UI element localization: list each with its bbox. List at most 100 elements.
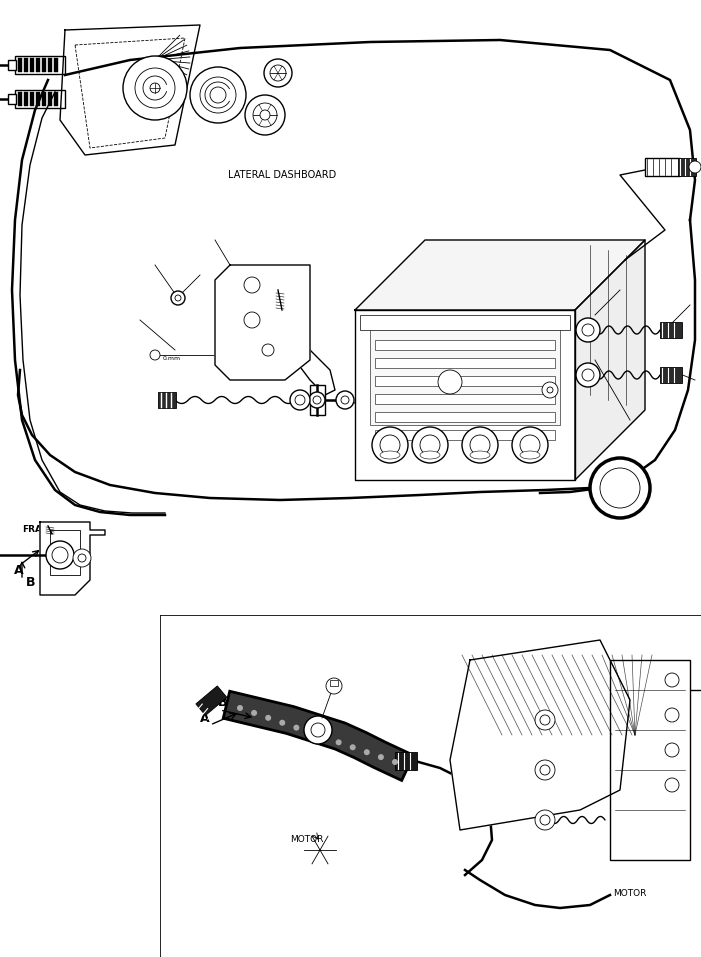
Text: FRAME: FRAME	[22, 525, 57, 535]
Bar	[375, 412, 555, 422]
Bar	[330, 680, 338, 686]
Polygon shape	[355, 310, 575, 480]
Bar	[30, 92, 34, 106]
Circle shape	[78, 554, 86, 562]
Circle shape	[576, 318, 600, 342]
Bar	[15, 56, 65, 74]
Bar	[375, 394, 555, 404]
Circle shape	[470, 435, 490, 455]
Polygon shape	[60, 25, 200, 155]
Circle shape	[251, 710, 257, 716]
Bar	[15, 90, 65, 108]
Circle shape	[264, 59, 292, 87]
Circle shape	[171, 291, 185, 305]
Circle shape	[150, 350, 160, 360]
Circle shape	[309, 392, 325, 408]
Circle shape	[378, 754, 384, 760]
Circle shape	[547, 387, 553, 393]
Circle shape	[295, 395, 305, 405]
Bar	[42, 92, 46, 106]
Polygon shape	[575, 240, 645, 480]
Circle shape	[52, 547, 68, 563]
Circle shape	[665, 743, 679, 757]
Circle shape	[689, 161, 701, 173]
Circle shape	[150, 83, 160, 93]
Circle shape	[420, 435, 440, 455]
Circle shape	[520, 435, 540, 455]
Circle shape	[341, 396, 349, 404]
Bar	[375, 358, 555, 368]
Circle shape	[582, 369, 594, 381]
Bar	[375, 376, 555, 386]
Bar	[360, 315, 570, 330]
Circle shape	[73, 549, 91, 567]
Text: MOTOR: MOTOR	[290, 835, 324, 844]
Bar	[18, 92, 22, 106]
Circle shape	[392, 759, 398, 765]
Text: B: B	[218, 697, 228, 709]
Circle shape	[535, 760, 555, 780]
Bar	[18, 58, 22, 72]
Circle shape	[665, 708, 679, 722]
Ellipse shape	[470, 451, 490, 459]
Circle shape	[364, 749, 370, 755]
Circle shape	[582, 324, 594, 336]
Bar	[660, 367, 682, 383]
Circle shape	[245, 95, 285, 135]
Bar	[54, 92, 58, 106]
Circle shape	[326, 678, 342, 694]
Circle shape	[590, 458, 650, 518]
Circle shape	[542, 382, 558, 398]
Polygon shape	[355, 240, 645, 310]
Bar	[54, 58, 58, 72]
Bar	[36, 92, 40, 106]
Circle shape	[270, 65, 286, 81]
Circle shape	[600, 468, 640, 508]
Circle shape	[336, 391, 354, 409]
Bar	[196, 686, 227, 716]
Circle shape	[462, 427, 498, 463]
Circle shape	[350, 745, 355, 750]
Circle shape	[308, 729, 313, 736]
Circle shape	[260, 110, 270, 120]
Bar	[395, 752, 417, 770]
Bar	[375, 340, 555, 350]
Circle shape	[262, 344, 274, 356]
Circle shape	[265, 715, 271, 721]
Bar	[610, 660, 690, 860]
Circle shape	[540, 815, 550, 825]
Circle shape	[535, 710, 555, 730]
Text: LATERAL DASHBOARD: LATERAL DASHBOARD	[228, 170, 336, 180]
Text: A: A	[14, 564, 24, 576]
Bar	[375, 430, 555, 440]
Ellipse shape	[380, 451, 400, 459]
Circle shape	[336, 740, 341, 746]
Circle shape	[372, 427, 408, 463]
Text: 0.mm: 0.mm	[163, 355, 181, 361]
Bar	[8, 94, 16, 104]
Bar	[678, 158, 696, 176]
Ellipse shape	[520, 451, 540, 459]
Circle shape	[512, 427, 548, 463]
Bar	[30, 58, 34, 72]
Bar	[370, 325, 560, 425]
Circle shape	[304, 716, 332, 744]
Bar	[158, 392, 176, 408]
Circle shape	[123, 56, 187, 120]
Polygon shape	[215, 265, 310, 380]
Bar	[50, 530, 80, 575]
Circle shape	[535, 810, 555, 830]
Circle shape	[210, 87, 226, 103]
Circle shape	[135, 68, 175, 108]
Circle shape	[237, 705, 243, 711]
Ellipse shape	[420, 451, 440, 459]
Circle shape	[313, 396, 321, 404]
Bar	[24, 58, 28, 72]
Bar	[8, 60, 16, 70]
Circle shape	[576, 363, 600, 387]
Circle shape	[46, 541, 74, 569]
Circle shape	[293, 724, 299, 730]
Circle shape	[412, 427, 448, 463]
Bar	[48, 58, 52, 72]
Bar	[48, 92, 52, 106]
